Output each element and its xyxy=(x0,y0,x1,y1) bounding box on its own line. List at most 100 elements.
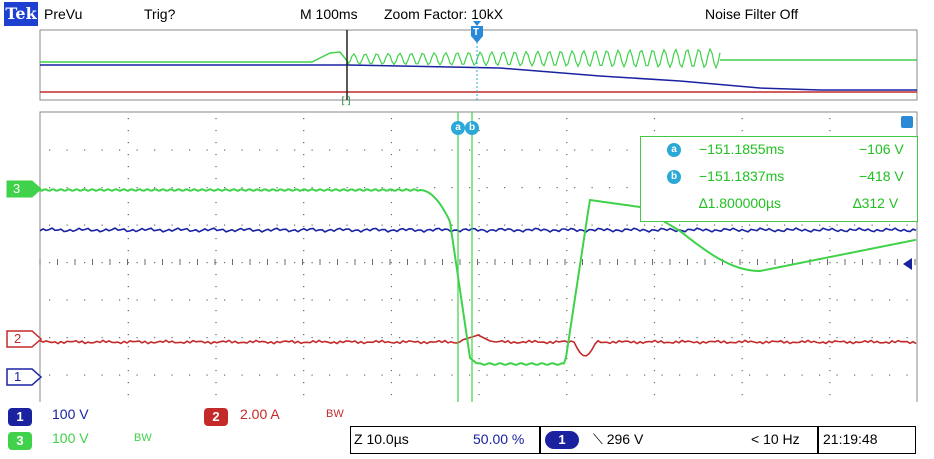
grid-dot xyxy=(390,310,392,312)
grid-dot xyxy=(906,337,908,339)
grid-dot xyxy=(119,187,121,189)
grid-dot xyxy=(626,299,628,301)
grid-dot xyxy=(224,187,226,189)
grid-dot xyxy=(653,334,656,336)
grid-dot xyxy=(127,238,129,240)
grid-dot xyxy=(119,337,121,339)
acquisition-mode: PreVu xyxy=(44,6,83,22)
ch3-marker-label: 3 xyxy=(13,181,21,196)
grid-dot xyxy=(127,142,129,144)
grid-dot xyxy=(714,337,716,339)
grid-dot xyxy=(136,374,138,376)
grid-dot xyxy=(215,178,217,180)
grid-dot xyxy=(556,187,558,189)
grid-dot xyxy=(556,224,558,226)
grid-dot xyxy=(399,299,401,301)
grid-dot xyxy=(749,299,751,301)
grid-dot xyxy=(241,299,243,301)
grid-dot xyxy=(303,142,305,144)
grid-dot xyxy=(749,337,751,339)
grid-dot xyxy=(329,224,331,226)
grid-dot xyxy=(871,224,873,226)
grid-dot xyxy=(731,299,733,301)
grid-dot xyxy=(241,224,243,226)
grid-dot xyxy=(171,299,173,301)
ch1-badge[interactable]: 1 xyxy=(8,408,32,426)
grid-dot xyxy=(311,337,313,339)
zoom-factor-readout[interactable]: Zoom Factor: 10kX xyxy=(384,6,504,22)
grid-dot xyxy=(416,374,418,376)
grid-dot xyxy=(626,224,628,226)
grid-dot xyxy=(566,322,568,324)
grid-dot xyxy=(346,299,348,301)
grid-dot xyxy=(714,299,716,301)
grid-dot xyxy=(836,374,838,376)
grid-dot xyxy=(276,337,278,339)
trigger-position-icon xyxy=(471,26,483,43)
grid-dot xyxy=(189,149,191,151)
grid-dot xyxy=(294,149,296,151)
grid-dot xyxy=(451,224,453,226)
trigger-settings-box[interactable]: 1 ⟍ 296 V < 10 Hz xyxy=(540,426,818,454)
horizontal-settings-box[interactable]: Z 10.0µs 50.00 % xyxy=(350,426,540,454)
grid-dot xyxy=(829,130,831,132)
grid-dot xyxy=(539,262,541,264)
grid-dot xyxy=(224,149,226,151)
grid-dot xyxy=(566,250,568,252)
grid-dot xyxy=(741,358,743,360)
ch1-scale[interactable]: 100 V xyxy=(52,406,89,422)
grid-dot xyxy=(469,299,471,301)
grid-dot xyxy=(329,262,331,264)
ch2-scale[interactable]: 2.00 A xyxy=(240,406,280,422)
grid-dot xyxy=(469,187,471,189)
grid-dot xyxy=(653,130,656,132)
grid-dot xyxy=(566,382,568,384)
noise-filter-status[interactable]: Noise Filter Off xyxy=(705,6,799,22)
grid-dot xyxy=(189,299,191,301)
grid-dot xyxy=(829,118,831,120)
grid-dot xyxy=(566,178,568,180)
grid-dot xyxy=(591,187,593,189)
grid-dot xyxy=(127,214,129,216)
cursor-a-icon[interactable]: a xyxy=(451,121,465,135)
grid-dot xyxy=(390,178,392,180)
grid-dot xyxy=(766,224,768,226)
ch3-scale[interactable]: 100 V xyxy=(52,430,89,446)
grid-dot xyxy=(136,224,138,226)
grid-dot xyxy=(127,334,129,336)
grid-dot xyxy=(451,337,453,339)
ch3-marker[interactable]: 3 xyxy=(6,180,42,203)
grid-dot xyxy=(434,262,436,264)
timebase-readout[interactable]: M 100ms xyxy=(300,6,358,22)
grid-dot xyxy=(556,374,558,376)
grid-dot xyxy=(390,142,392,144)
grid-dot xyxy=(84,337,86,339)
ch3-badge[interactable]: 3 xyxy=(8,432,32,450)
grid-dot xyxy=(189,224,191,226)
grid-dot xyxy=(521,374,523,376)
grid-dot xyxy=(749,374,751,376)
grid-dot xyxy=(731,224,733,226)
ch2-marker[interactable]: 2 xyxy=(6,330,43,353)
grid-dot xyxy=(556,262,558,264)
grid-dot xyxy=(215,322,217,324)
cursor-b-icon[interactable]: b xyxy=(465,121,479,135)
grid-dot xyxy=(566,286,568,288)
ch2-marker-label: 2 xyxy=(14,331,22,346)
ch1-marker[interactable]: 1 xyxy=(6,368,43,391)
grid-dot xyxy=(566,358,568,360)
grid-dot xyxy=(303,262,305,264)
grid-dot xyxy=(539,187,541,189)
grid-dot xyxy=(486,374,488,376)
ch2-badge[interactable]: 2 xyxy=(204,408,228,426)
clock-time: 21:19:48 xyxy=(823,431,878,447)
grid-dot xyxy=(521,187,523,189)
grid-dot xyxy=(215,286,217,288)
grid-dot xyxy=(829,226,831,228)
grid-dot xyxy=(416,299,418,301)
grid-dot xyxy=(679,224,681,226)
grid-dot xyxy=(206,374,208,376)
grid-dot xyxy=(591,149,593,151)
overview-ch3-oscillation xyxy=(347,47,721,70)
grid-dot xyxy=(478,382,480,384)
